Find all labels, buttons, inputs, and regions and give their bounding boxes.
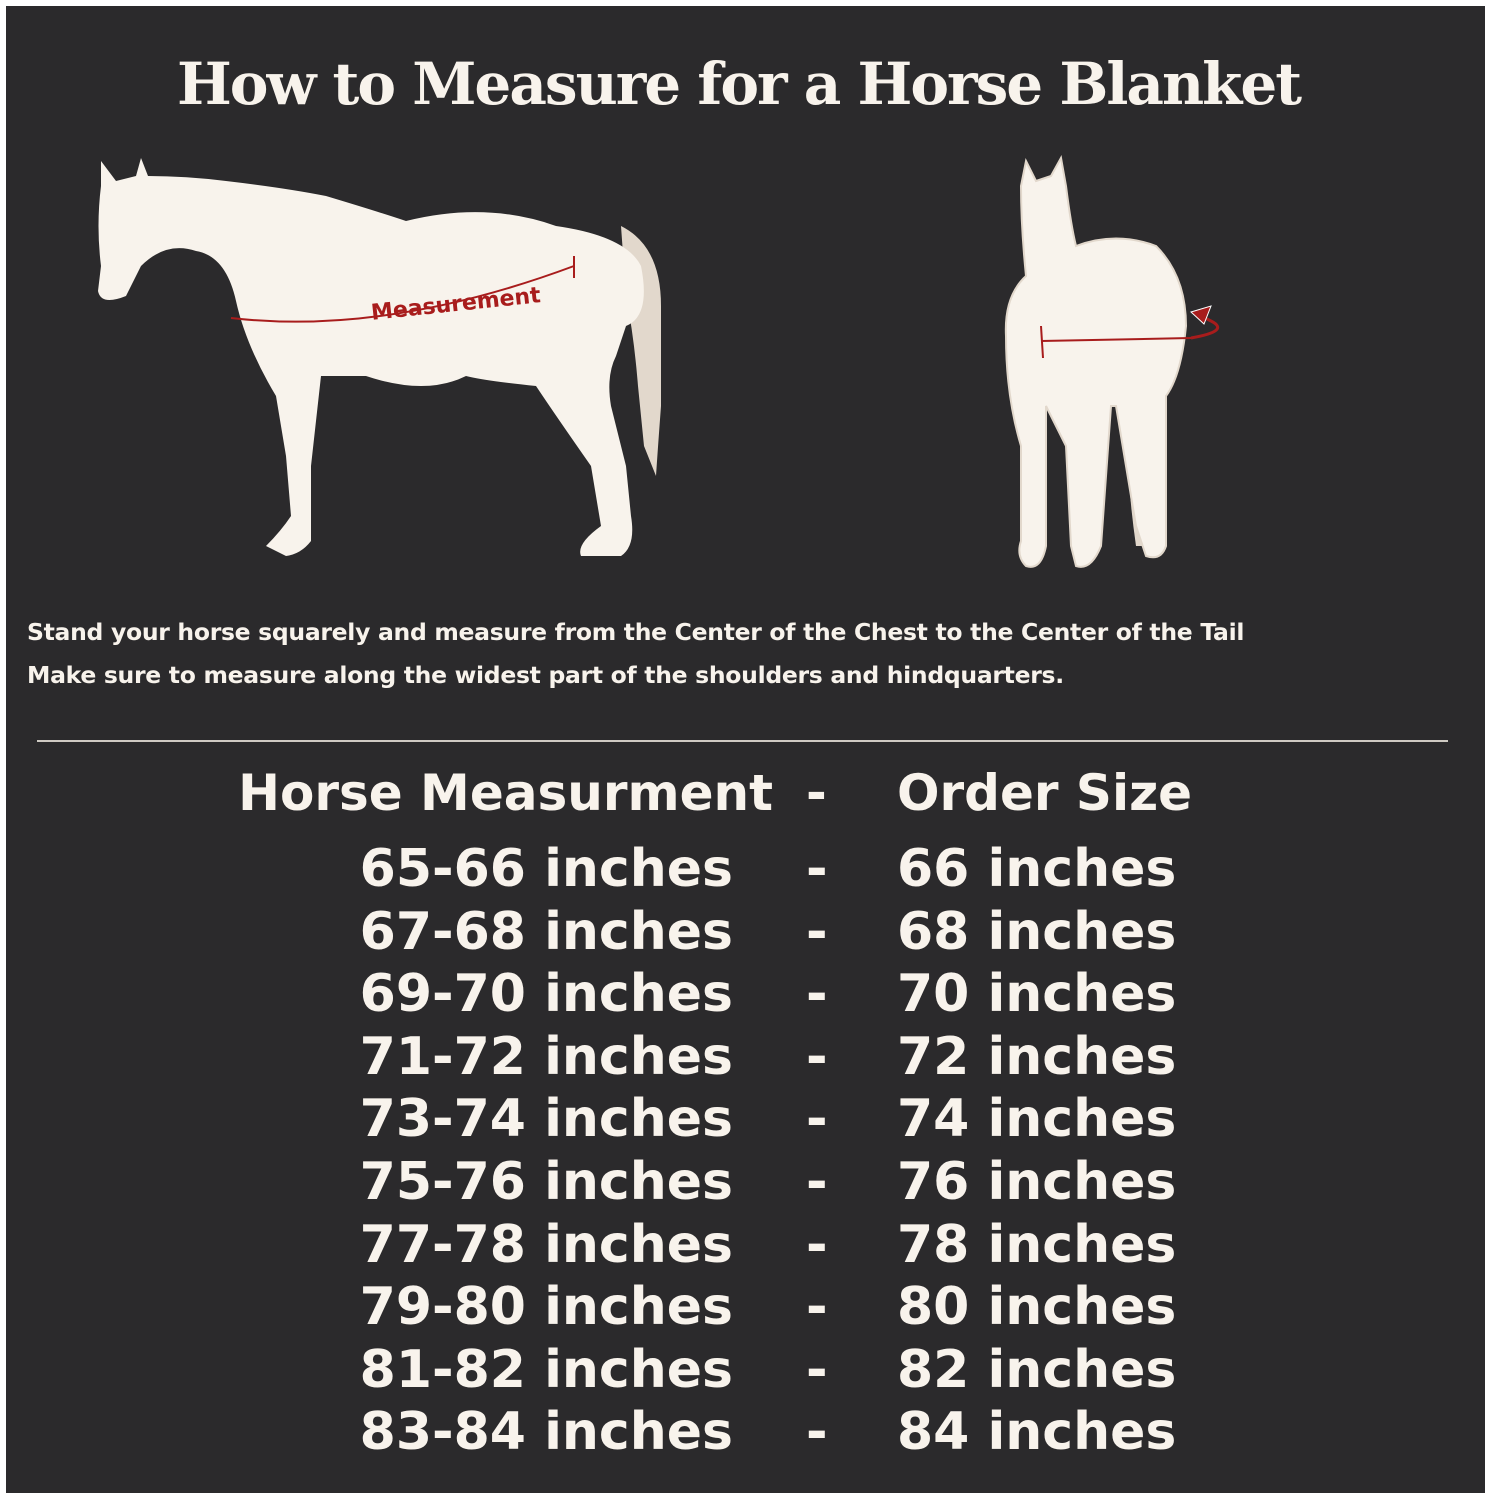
row-separator: - [806,839,828,899]
row-separator: - [806,1277,828,1338]
row-measurement: 67-68 inches [359,901,733,962]
row-separator: - [806,964,828,1025]
row-measurement: 73-74 inches [359,1089,733,1150]
table-row: 69-70 inches - 70 inches [6,964,1485,1024]
row-size: 84 inches [897,1402,1177,1463]
row-size: 80 inches [897,1277,1177,1338]
table-row: 81-82 inches - 82 inches [6,1340,1485,1400]
side-horse-illustration: Measurement [98,158,661,556]
table-row: 65-66 inches - 66 inches [6,839,1485,899]
row-separator: - [806,1339,828,1400]
table-row: 79-80 inches - 80 inches [6,1277,1485,1337]
row-separator: - [806,1152,828,1212]
row-size: 72 inches [897,1026,1177,1087]
row-size: 68 inches [897,901,1177,962]
table-header: Horse Measurment - Order Size [6,764,1485,824]
header-size: Order Size [897,764,1193,822]
header-measurement: Horse Measurment [238,764,773,822]
row-size: 78 inches [897,1214,1177,1275]
table-row: 71-72 inches - 72 inches [6,1027,1485,1087]
table-row: 67-68 inches - 68 inches [6,902,1485,962]
row-measurement: 79-80 inches [359,1277,733,1338]
row-separator: - [806,901,828,962]
row-separator: - [806,1402,828,1463]
table-row: 73-74 inches - 74 inches [6,1089,1485,1149]
infographic-panel: How to Measure for a Horse Blanket Measu… [6,6,1485,1493]
instruction-line-2: Make sure to measure along the widest pa… [27,661,1064,689]
table-row: 83-84 inches - 84 inches [6,1402,1485,1462]
measurement-line [230,265,575,323]
row-measurement: 77-78 inches [359,1214,733,1275]
instruction-line-1: Stand your horse squarely and measure fr… [27,618,1245,646]
page-title: How to Measure for a Horse Blanket [176,50,1302,118]
row-measurement: 65-66 inches [359,839,733,899]
table-row: 75-76 inches - 76 inches [6,1152,1485,1212]
row-measurement: 69-70 inches [359,964,733,1025]
row-size: 66 inches [897,839,1177,899]
row-size: 74 inches [897,1089,1177,1150]
row-measurement: 83-84 inches [359,1402,733,1463]
header-separator: - [806,764,827,822]
divider [37,740,1448,742]
row-measurement: 81-82 inches [359,1339,733,1400]
front-horse-body [1004,155,1188,568]
row-measurement: 71-72 inches [359,1026,733,1087]
table-row: 77-78 inches - 78 inches [6,1215,1485,1275]
side-horse-body [98,158,644,556]
row-separator: - [806,1214,828,1275]
row-separator: - [806,1089,828,1150]
row-size: 76 inches [897,1152,1177,1212]
row-separator: - [806,1026,828,1087]
wrap-arrow-icon [1190,314,1220,340]
row-size: 82 inches [897,1339,1177,1400]
row-measurement: 75-76 inches [359,1152,733,1212]
front-horse-illustration [1004,155,1220,568]
row-size: 70 inches [897,964,1177,1025]
